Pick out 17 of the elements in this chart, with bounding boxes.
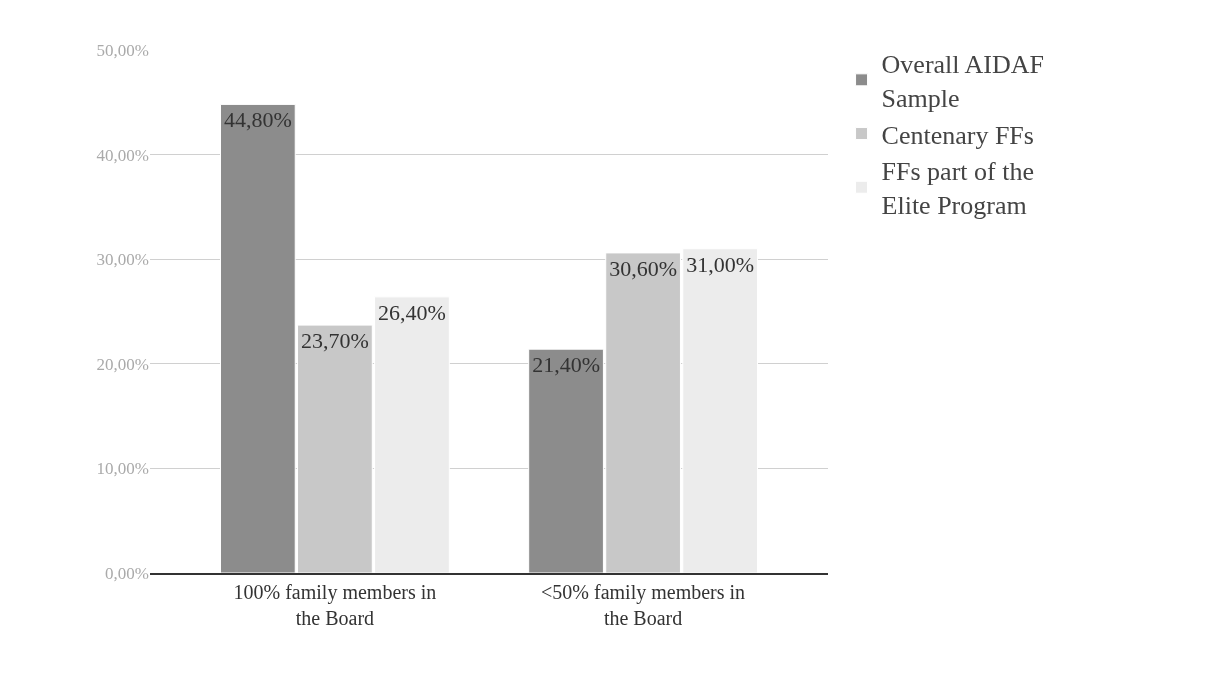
y-tick-label: 30,00% [96,250,149,270]
data-label: 21,40% [532,352,600,378]
y-tick-label: 40,00% [96,145,149,165]
legend-label: FFs part of the Elite Program [881,157,1034,221]
data-label: 26,40% [378,299,446,325]
data-label: 31,00% [686,251,755,277]
y-tick-label: 0,00% [105,563,149,583]
x-tick-label: 100% family members in the Board [233,580,437,629]
data-label: 44,80% [223,107,292,133]
data-label: 30,60% [609,255,677,281]
x-tick-label: <50% family members in the Board [541,580,746,629]
y-tick-label: 20,00% [96,354,149,374]
data-label: 23,70% [301,328,369,354]
y-tick-label: 10,00% [96,459,149,479]
legend-label: Overall AIDAF Sample [881,50,1045,113]
legend-label: Centenary FFs [881,120,1034,150]
y-tick-label: 50,00% [96,40,149,60]
